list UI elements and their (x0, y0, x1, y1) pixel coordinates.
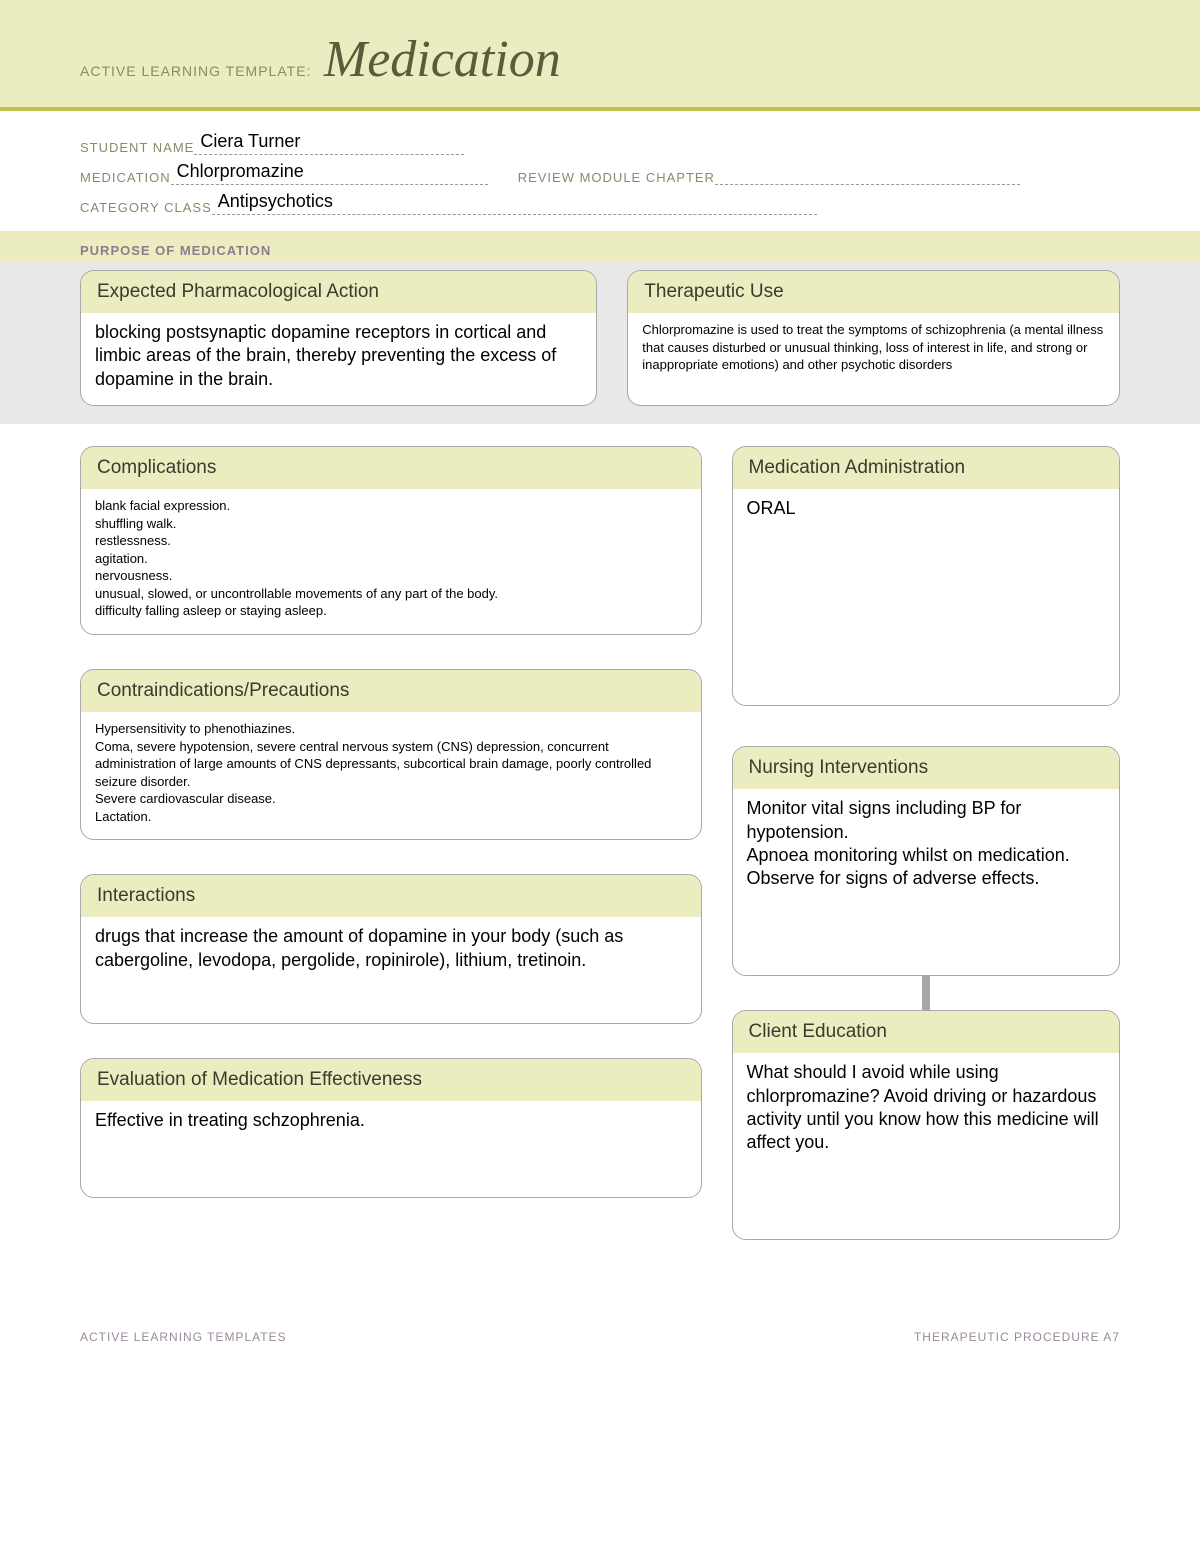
left-column: Complications blank facial expression. s… (80, 446, 702, 1240)
eval-title: Evaluation of Medication Effectiveness (81, 1059, 701, 1101)
footer: ACTIVE LEARNING TEMPLATES THERAPEUTIC PR… (0, 1240, 1200, 1364)
box-interactions: Interactions drugs that increase the amo… (80, 874, 702, 1024)
header-title: Medication (324, 30, 561, 89)
client-body: What should I avoid while using chlorpro… (733, 1053, 1119, 1169)
medication-label: MEDICATION (80, 170, 171, 185)
box-admin: Medication Administration ORAL (732, 446, 1120, 706)
footer-right: THERAPEUTIC PROCEDURE A7 (914, 1330, 1120, 1344)
right-column: Medication Administration ORAL Nursing I… (732, 446, 1120, 1240)
review-value (715, 184, 1020, 185)
meta-row-student: STUDENT NAME Ciera Turner (80, 131, 1020, 155)
student-value: Ciera Turner (194, 131, 464, 155)
meta-section: STUDENT NAME Ciera Turner MEDICATION Chl… (0, 111, 1100, 231)
box-complications: Complications blank facial expression. s… (80, 446, 702, 635)
connector-line (922, 976, 930, 1010)
admin-body: ORAL (733, 489, 1119, 534)
box-client: Client Education What should I avoid whi… (732, 1010, 1120, 1240)
box-use: Therapeutic Use Chlorpromazine is used t… (627, 270, 1120, 406)
box-action-body: blocking postsynaptic dopamine receptors… (81, 313, 596, 405)
box-action-title: Expected Pharmacological Action (81, 271, 596, 313)
student-label: STUDENT NAME (80, 140, 194, 155)
content-columns: Complications blank facial expression. s… (0, 424, 1200, 1240)
header-band: ACTIVE LEARNING TEMPLATE: Medication (0, 0, 1200, 107)
meta-row-medication: MEDICATION Chlorpromazine REVIEW MODULE … (80, 161, 1020, 185)
nursing-title: Nursing Interventions (733, 747, 1119, 789)
category-label: CATEGORY CLASS (80, 200, 212, 215)
medication-value: Chlorpromazine (171, 161, 488, 185)
admin-title: Medication Administration (733, 447, 1119, 489)
contra-title: Contraindications/Precautions (81, 670, 701, 712)
box-contra: Contraindications/Precautions Hypersensi… (80, 669, 702, 840)
eval-body: Effective in treating schzophrenia. (81, 1101, 701, 1146)
header-label: ACTIVE LEARNING TEMPLATE: (80, 63, 311, 79)
category-value: Antipsychotics (212, 191, 817, 215)
footer-left: ACTIVE LEARNING TEMPLATES (80, 1330, 287, 1344)
meta-row-category: CATEGORY CLASS Antipsychotics (80, 191, 1020, 215)
purpose-title: PURPOSE OF MEDICATION (80, 243, 1120, 258)
interactions-title: Interactions (81, 875, 701, 917)
client-title: Client Education (733, 1011, 1119, 1053)
complications-title: Complications (81, 447, 701, 489)
box-nursing: Nursing Interventions Monitor vital sign… (732, 746, 1120, 976)
page: ACTIVE LEARNING TEMPLATE: Medication STU… (0, 0, 1200, 1364)
interactions-body: drugs that increase the amount of dopami… (81, 917, 701, 986)
complications-body: blank facial expression. shuffling walk.… (81, 489, 701, 634)
box-use-body: Chlorpromazine is used to treat the symp… (628, 313, 1119, 388)
review-label: REVIEW MODULE CHAPTER (518, 170, 715, 185)
contra-body: Hypersensitivity to phenothiazines. Coma… (81, 712, 701, 839)
purpose-band: PURPOSE OF MEDICATION (0, 231, 1200, 262)
box-use-title: Therapeutic Use (628, 271, 1119, 313)
purpose-boxes: Expected Pharmacological Action blocking… (0, 262, 1200, 424)
box-eval: Evaluation of Medication Effectiveness E… (80, 1058, 702, 1198)
nursing-body: Monitor vital signs including BP for hyp… (733, 789, 1119, 905)
box-action: Expected Pharmacological Action blocking… (80, 270, 597, 406)
